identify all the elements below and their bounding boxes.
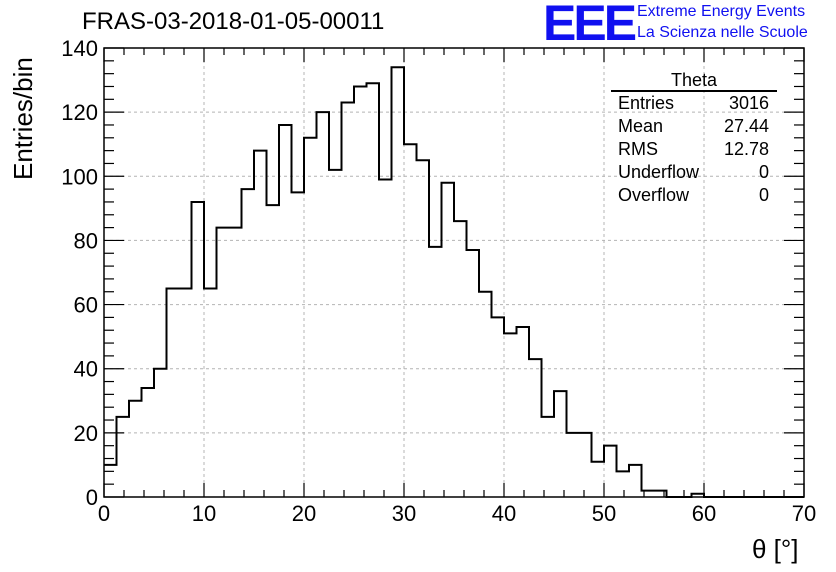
- histogram-bin: [279, 125, 292, 497]
- stats-box: Theta Entries 3016 Mean 27.44 RMS 12.78 …: [611, 70, 777, 207]
- histogram-bin: [342, 103, 355, 497]
- histogram-bin: [417, 160, 430, 497]
- histogram-bin: [479, 292, 492, 497]
- histogram-bin: [604, 446, 617, 497]
- y-tick-label: 80: [74, 228, 98, 253]
- histogram-bin: [117, 417, 130, 497]
- histogram-bin: [104, 465, 117, 497]
- histogram-bin: [429, 247, 442, 497]
- histogram-bin: [554, 391, 567, 497]
- histogram-bin: [442, 183, 455, 497]
- histogram-bin: [367, 83, 380, 497]
- x-tick-label: 60: [692, 501, 716, 526]
- stats-label: Entries: [618, 93, 675, 113]
- logo-text-line1: Extreme Energy Events: [637, 3, 806, 20]
- plot-frame: [103, 47, 805, 498]
- histogram-bin: [192, 202, 205, 497]
- x-axis-label: θ [°]: [752, 534, 799, 564]
- x-tick-label: 0: [98, 501, 110, 526]
- y-tick-label: 100: [61, 164, 98, 189]
- x-tick-label: 70: [792, 501, 816, 526]
- x-tick-label: 40: [492, 501, 516, 526]
- y-tick-label: 120: [61, 100, 98, 125]
- eee-logo: EEE: [543, 0, 637, 51]
- x-tick-label: 30: [392, 501, 416, 526]
- histogram-bin: [129, 401, 142, 497]
- logo-text-line2: La Scienza nelle Scuole: [637, 24, 808, 41]
- stats-value: 12.78: [723, 139, 769, 159]
- histogram-bin: [467, 250, 480, 497]
- y-axis: 0 20 40 60 80 100 120 140: [61, 36, 804, 510]
- histogram-bin: [454, 221, 467, 497]
- x-tick-label: 10: [192, 501, 216, 526]
- stats-row-overflow: Overflow 0: [611, 184, 777, 207]
- stats-title: Theta: [611, 70, 777, 92]
- histogram-bin: [179, 289, 192, 497]
- stats-value: 3016: [728, 93, 769, 113]
- stats-label: Underflow: [618, 162, 700, 182]
- chart-title: FRAS-03-2018-01-05-00011: [82, 8, 385, 35]
- histogram-bin: [242, 189, 255, 497]
- histogram-bin: [292, 192, 305, 497]
- histogram-bin: [592, 462, 605, 497]
- stats-label: Mean: [618, 116, 664, 136]
- histogram-series: [104, 66, 804, 498]
- stats-value: 0: [758, 185, 769, 205]
- stats-label: RMS: [618, 139, 658, 159]
- y-tick-label: 60: [74, 293, 98, 318]
- histogram-bin: [504, 333, 517, 497]
- stats-label: Overflow: [618, 185, 690, 205]
- x-tick-label: 50: [592, 501, 616, 526]
- histogram-bin: [142, 388, 155, 497]
- histogram-bin: [617, 471, 630, 497]
- histogram-bin: [404, 144, 417, 497]
- histogram-bin: [329, 170, 342, 497]
- y-tick-label: 20: [74, 421, 98, 446]
- histogram-bin: [529, 359, 542, 497]
- histogram-bin: [542, 417, 555, 497]
- stats-row-entries: Entries 3016: [611, 92, 777, 115]
- plot-border: [103, 47, 805, 498]
- histogram-bin: [492, 317, 505, 497]
- histogram-bin: [379, 179, 392, 497]
- histogram-bin: [229, 228, 242, 497]
- stats-row-mean: Mean 27.44: [611, 115, 777, 138]
- stats-row-underflow: Underflow 0: [611, 161, 777, 184]
- stats-value: 27.44: [723, 116, 769, 136]
- y-tick-label: 140: [61, 36, 98, 61]
- histogram-bin: [567, 433, 580, 497]
- stats-value: 0: [758, 162, 769, 182]
- histogram-bin: [217, 228, 230, 497]
- histogram-bin: [204, 289, 217, 497]
- histogram-bin: [579, 433, 592, 497]
- histogram-line: [104, 66, 804, 498]
- y-tick-label: 0: [86, 485, 98, 510]
- y-tick-label: 40: [74, 357, 98, 382]
- histogram-bin: [629, 465, 642, 497]
- histogram-bin: [167, 289, 180, 497]
- stats-row-rms: RMS 12.78: [611, 138, 777, 161]
- histogram-bin: [354, 86, 367, 497]
- y-axis-label: Entries/bin: [8, 57, 38, 180]
- x-axis: 0 10 20 30 40 50 60 70: [98, 48, 816, 526]
- histogram-bin: [254, 151, 267, 497]
- histogram-bin: [304, 138, 317, 497]
- histogram-bin: [267, 205, 280, 497]
- x-tick-label: 20: [292, 501, 316, 526]
- histogram-bin: [517, 327, 530, 497]
